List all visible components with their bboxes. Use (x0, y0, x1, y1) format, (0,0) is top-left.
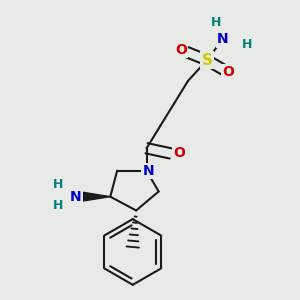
Text: N: N (70, 190, 82, 204)
Text: S: S (202, 52, 212, 68)
Text: O: O (173, 146, 185, 161)
Text: N: N (217, 32, 228, 46)
Text: H: H (211, 16, 221, 28)
Polygon shape (76, 191, 110, 202)
Text: N: N (142, 164, 154, 178)
Text: O: O (175, 43, 187, 57)
Text: H: H (53, 199, 64, 212)
Text: H: H (242, 38, 252, 51)
Text: H: H (53, 178, 64, 191)
Text: O: O (222, 65, 234, 79)
